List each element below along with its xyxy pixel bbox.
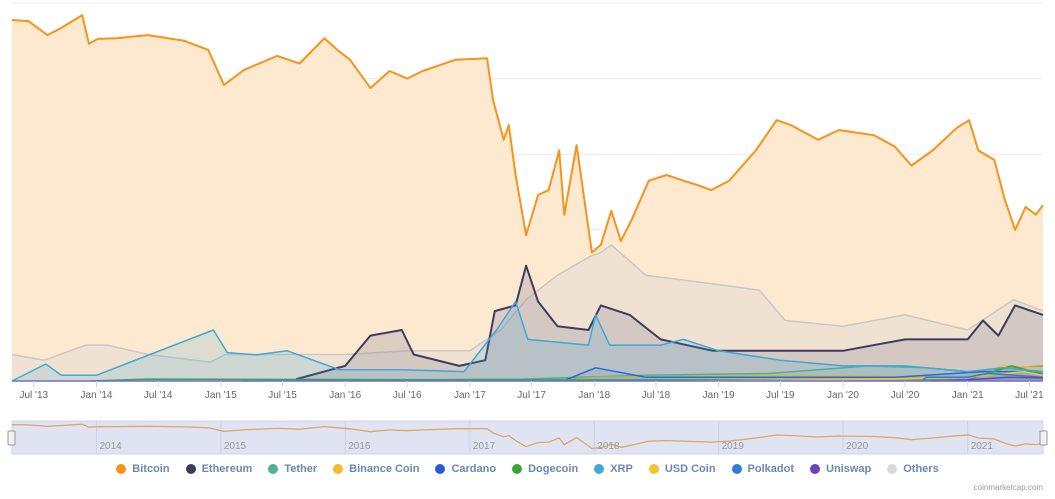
legend-marker — [116, 464, 127, 474]
legend-marker — [512, 464, 523, 474]
navigator-label: 2016 — [348, 441, 371, 452]
x-tick-label: Jan '20 — [827, 390, 859, 401]
credit-link[interactable]: coinmarketcap.com — [973, 483, 1043, 492]
legend-item-ethereum[interactable]: Ethereum — [185, 463, 253, 475]
legend-item-cardano[interactable]: Cardano — [435, 463, 496, 475]
legend-marker — [731, 464, 742, 474]
legend: Bitcoin Ethereum Tether Binance Coin Cardano… — [0, 463, 1055, 477]
legend-item-uniswap[interactable]: Uniswap — [810, 463, 871, 475]
area-ethereum — [296, 265, 1043, 381]
x-tick-label: Jul '18 — [642, 390, 671, 401]
legend-marker — [333, 464, 344, 474]
legend-item-xrp[interactable]: XRP — [594, 463, 633, 475]
navigator-series-bitcoin — [11, 423, 1044, 450]
legend-label: Polkadot — [747, 463, 794, 475]
x-tick-label: Jan '21 — [952, 390, 984, 401]
legend-item-bitcoin[interactable]: Bitcoin — [116, 463, 170, 475]
legend-marker — [648, 464, 659, 474]
navigator-handle-right[interactable] — [1039, 430, 1048, 446]
x-axis: Jul '13 Jan '14 Jul '14 Jan '15 Jul '15 Jan '… — [20, 381, 1044, 401]
legend-item-tether[interactable]: Tether — [268, 463, 317, 475]
x-tick-label: Jul '17 — [517, 390, 546, 401]
area-usd-coin — [687, 371, 1043, 381]
x-tick-label: Jul '15 — [268, 390, 297, 401]
legend-label: Dogecoin — [528, 463, 579, 475]
navigator-label: 2017 — [473, 441, 496, 452]
x-tick-label: Jul '13 — [20, 390, 49, 401]
x-tick-label: Jul '19 — [766, 390, 795, 401]
navigator-label: 2014 — [99, 441, 122, 452]
legend-label: Binance Coin — [349, 463, 420, 475]
x-tick-label: Jan '18 — [578, 390, 610, 401]
legend-item-binance-coin[interactable]: Binance Coin — [333, 463, 419, 475]
legend-item-others[interactable]: Others — [887, 463, 939, 475]
legend-marker — [594, 464, 605, 474]
legend-marker — [435, 464, 446, 474]
line-ethereum[interactable] — [295, 264, 1044, 381]
legend-marker — [810, 464, 820, 474]
legend-label: Bitcoin — [132, 463, 170, 475]
navigator-label: 2021 — [971, 441, 994, 452]
line-dogecoin[interactable] — [90, 365, 1044, 382]
navigator-label: 2019 — [722, 441, 745, 452]
legend-label: USD Coin — [664, 463, 716, 475]
legend-label: Uniswap — [826, 463, 872, 475]
navigator-handle-left[interactable] — [7, 430, 16, 446]
line-others[interactable] — [11, 244, 1044, 363]
navigator-label: 2018 — [597, 441, 620, 452]
legend-label: Others — [903, 463, 939, 475]
line-polkadot[interactable] — [921, 372, 1044, 382]
line-xrp[interactable] — [11, 300, 1044, 382]
legend-label: Tether — [284, 463, 318, 475]
x-tick-label: Jul '20 — [891, 390, 920, 401]
area-bitcoin — [12, 15, 1043, 381]
legend-item-polkadot[interactable]: Polkadot — [731, 463, 794, 475]
legend-item-dogecoin[interactable]: Dogecoin — [512, 463, 578, 475]
x-tick-label: Jul '21 — [1015, 390, 1044, 401]
legend-item-usd-coin[interactable]: USD Coin — [648, 463, 716, 475]
legend-marker — [268, 464, 279, 474]
x-tick-label: Jan '17 — [454, 390, 486, 401]
legend-label: Ethereum — [201, 463, 253, 475]
x-tick-label: Jan '19 — [703, 390, 735, 401]
x-tick-label: Jul '14 — [144, 390, 173, 401]
legend-marker — [887, 464, 898, 474]
navigator-label: 2015 — [224, 441, 247, 452]
legend-label: XRP — [610, 463, 633, 475]
series-areas — [11, 14, 1044, 382]
x-tick-label: Jan '14 — [81, 390, 113, 401]
navigator-label: 2020 — [846, 441, 869, 452]
x-tick-label: Jul '16 — [393, 390, 422, 401]
line-bitcoin[interactable] — [11, 14, 1044, 254]
x-tick-label: Jan '16 — [329, 390, 361, 401]
dominance-chart: Jul '13 Jan '14 Jul '14 Jan '15 Jul '15 Jan '… — [7, 2, 1048, 455]
legend-label: Cardano — [451, 463, 497, 475]
legend-marker — [185, 464, 196, 474]
navigator[interactable]: 2014 2015 2016 2017 2018 2019 2020 2021 — [7, 420, 1048, 455]
area-others — [12, 244, 1043, 381]
x-tick-label: Jan '15 — [205, 390, 237, 401]
